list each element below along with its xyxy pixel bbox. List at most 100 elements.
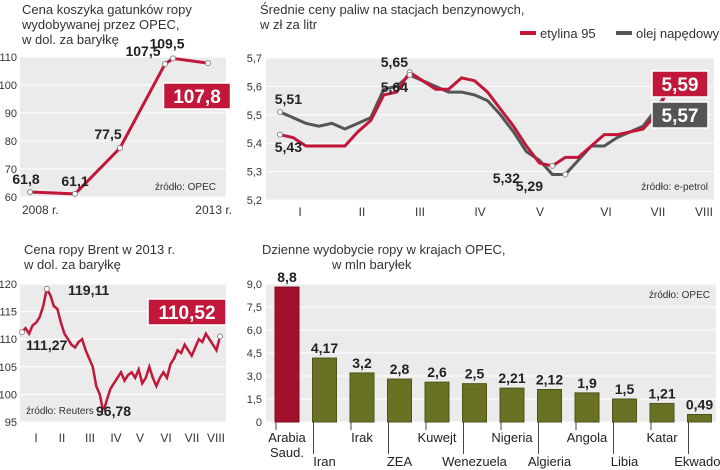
production-bar [274,286,300,423]
production-bar [687,413,712,423]
fuel-legend-olej: olej napędowy [636,26,720,41]
opec-point-label: 61,1 [61,173,88,189]
production-value-label: 4,17 [311,340,338,356]
production-y-tick-label: 4,5 [247,348,262,360]
production-category-label: Iran [313,454,335,469]
fuel-x-tick-label: VIII [695,205,713,219]
production-category-label: Wenezuela [442,454,508,469]
opec-basket-panel: Cena koszyka gatunków ropy wydobywanej p… [0,0,232,222]
production-bar [349,372,375,423]
fuel-highlight-etylina: 5,59 [662,75,699,96]
production-category-label: Irak [351,430,373,445]
brent-x-tick-label: VIII [207,431,225,445]
production-value-label: 2,5 [465,366,485,382]
production-bar [574,392,600,423]
brent-point [43,285,50,292]
fuel-point-label: 5,51 [275,91,302,107]
brent-panel: Cena ropy Brent w 2013 r. w dol. za bary… [0,236,232,470]
opec-series-line [29,56,209,196]
production-bar [612,398,637,423]
fuel-highlight-olej: 5,57 [662,106,699,127]
opec-title-line: Cena koszyka gatunków ropy [22,2,192,17]
fuel-y-tick-label: 5,7 [247,53,262,65]
opec-y-tick-label: 110 [0,52,17,64]
brent-chart: 95 100 105 110 115 120 111,27 119,11 96,78 110,52… [0,279,227,445]
brent-x-tick-label: IV [110,431,121,445]
production-value-label: 3,2 [352,355,372,371]
opec-y-tick-label: 60 [5,192,17,204]
fuel-point [277,108,283,115]
brent-point-label: 96,78 [96,403,131,419]
production-y-tick-label: 9,0 [247,279,262,291]
brent-x-tick-label: VI [160,431,171,445]
fuel-highlight-etylina-box [651,70,709,98]
opec-point [162,61,168,67]
production-title: Dzienne wydobycie ropy w krajach OPEC, w… [262,242,506,272]
fuel-x-tick-label: VII [651,205,666,219]
production-bar [424,381,450,423]
brent-y-tick-label: 120 [0,279,17,291]
opec-title-line: w dol. za baryłkę [22,32,119,47]
fuel-x-tick-label: IV [474,205,485,219]
brent-series-line [21,285,222,413]
fuel-title-line: Średnie ceny paliw na stacjach benzynowy… [260,2,525,17]
fuel-y-tick-label: 5,4 [247,138,262,150]
brent-y-tick-label: 110 [0,334,17,346]
production-title-line: w mln baryłek [332,257,412,272]
opec-title-line: wydobywanej przez OPEC, [22,17,180,32]
fuel-source: źródło: e-petrol [641,182,708,193]
opec-point-label: 61,8 [12,171,39,187]
fuel-point-label: 5,64 [381,79,408,95]
opec-point [205,60,211,67]
opec-point-label: 107,5 [125,43,160,59]
production-value-label: 1,5 [615,381,635,397]
fuel-chart: 5,25,35,45,55,65,75,515,435,655,645,325,… [247,26,720,219]
production-value-label: 0,49 [686,396,713,412]
production-y-tick-label: 3,0 [247,371,262,383]
brent-x-tick-label: II [59,431,66,445]
production-category-label: Kuwejt [417,430,456,445]
brent-title: Cena ropy Brent w 2013 r. w dol. za bary… [24,242,175,272]
brent-x-tick-label: III [85,431,95,445]
opec-highlight-label-box [162,82,232,110]
brent-y-tick-label: 100 [0,389,17,401]
production-y-tick-label: 1,5 [247,394,262,406]
production-value-label: 1,9 [577,375,597,391]
production-panel: Dzienne wydobycie ropy w krajach OPEC, w… [232,236,720,470]
fuel-prices-panel: Średnie ceny paliw na stacjach benzynowy… [232,0,720,222]
fuel-x-tick-label: V [536,205,544,219]
fuel-title-line: w zł za litr [260,17,318,32]
fuel-point-label: 5,65 [381,54,408,70]
brent-point [100,409,107,416]
opec-source: źródło: OPEC [155,182,216,193]
opec-plot-area [20,57,226,197]
brent-point-label: 111,27 [26,337,67,353]
opec-point [117,145,123,151]
opec-point [27,188,33,195]
production-bar [312,357,337,423]
fuel-x-tick-label: VI [600,205,611,219]
production-category-label: Libia [611,454,639,469]
opec-y-tick-label: 70 [5,164,17,176]
production-y-tick-label: 6,0 [247,325,262,337]
fuel-x-tick-label: I [298,205,301,219]
production-bar [387,378,412,423]
fuel-y-tick-label: 5,6 [247,81,262,93]
production-y-tick-label: 0 [256,417,262,429]
brent-y-tick-label: 115 [0,307,17,319]
opec-title: Cena koszyka gatunków ropy wydobywanej p… [22,2,192,47]
production-bar [537,388,562,423]
fuel-legend-etylina: etylina 95 [540,26,596,41]
fuel-point [562,171,569,178]
brent-title-line: w dol. za baryłkę [24,257,121,272]
brent-y-tick-label: 95 [5,417,17,429]
fuel-point [277,131,283,138]
production-title-line: Dzienne wydobycie ropy w krajach OPEC, [262,242,506,257]
opec-x-tick-label: 2008 r. [22,203,59,217]
fuel-plot-area [266,58,714,200]
fuel-highlight-olej-box [651,101,709,129]
production-y-tick-label: 7,5 [247,302,262,314]
opec-y-tick-label: 90 [5,108,17,120]
production-category-label: Arabia [268,430,306,445]
production-category-label: Saud. [270,445,304,460]
